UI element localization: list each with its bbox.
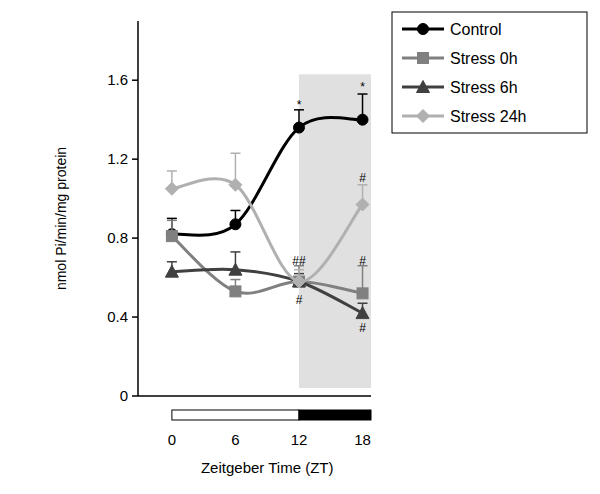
y-tick	[132, 316, 138, 318]
x-tick-label: 12	[291, 431, 308, 448]
y-tick-label: 0	[120, 387, 128, 404]
error-cap	[167, 261, 177, 263]
x-axis-label: Zeitgeber Time (ZT)	[201, 459, 334, 476]
plot-area	[165, 94, 369, 319]
point	[229, 178, 242, 191]
legend-label: Stress 24h	[450, 108, 526, 125]
chart: 0 0.4 0.8 1.2 1.6 0 6 12 18 Zeitgeber Time (ZT) nm…	[0, 0, 600, 494]
x-axis	[138, 395, 371, 397]
series-line	[172, 269, 363, 313]
error-cap	[230, 152, 240, 154]
legend: Control Stress 0h Stress 6h Stress 24h	[392, 12, 587, 133]
point	[292, 275, 305, 287]
point	[229, 263, 242, 275]
error-cap	[230, 251, 240, 253]
x-tick-label: 6	[231, 431, 239, 448]
point	[357, 114, 368, 125]
annotation: *	[360, 80, 365, 94]
x-tick-label: 18	[354, 431, 371, 448]
point	[357, 288, 368, 299]
error-cap	[167, 220, 177, 222]
point	[356, 307, 369, 319]
error-cap	[294, 269, 304, 271]
legend-marker	[417, 110, 430, 123]
point	[166, 231, 177, 242]
series-line	[172, 236, 363, 293]
y-tick	[132, 395, 138, 397]
y-tick-label: 1.6	[107, 71, 128, 88]
error-cap	[167, 170, 177, 172]
annotation: #	[296, 293, 303, 307]
point	[293, 122, 304, 133]
error-cap	[167, 218, 177, 220]
annotation: ##	[292, 254, 306, 268]
error-cap	[230, 279, 240, 281]
point	[230, 286, 241, 297]
legend-label: Control	[450, 21, 502, 38]
series-line	[172, 179, 363, 282]
y-axis-label: nmol Pi/min/mg protein	[53, 147, 69, 290]
light-phase-bar	[172, 410, 299, 420]
y-tick	[132, 79, 138, 81]
x-tick-label: 0	[168, 431, 176, 448]
series-3	[165, 153, 369, 288]
point	[356, 198, 369, 211]
y-tick	[132, 158, 138, 160]
y-tick-label: 0.4	[107, 308, 128, 325]
y-axis	[137, 21, 139, 396]
legend-marker	[417, 81, 430, 93]
legend-marker	[418, 53, 429, 64]
legend-marker	[418, 24, 429, 35]
y-tick-label: 1.2	[107, 150, 128, 167]
point	[165, 265, 178, 277]
point	[230, 219, 241, 230]
legend-box	[392, 12, 587, 133]
y-tick	[132, 237, 138, 239]
dark-phase-bar	[299, 410, 371, 420]
series-2	[165, 252, 369, 319]
point	[165, 182, 178, 195]
error-cap	[230, 210, 240, 212]
series-1	[166, 220, 368, 299]
annotation: *	[297, 98, 302, 112]
point	[293, 276, 304, 287]
error-cap	[358, 302, 368, 304]
annotation: #	[359, 254, 366, 268]
legend-label: Stress 6h	[450, 79, 518, 96]
legend-label: Stress 0h	[450, 50, 518, 67]
series-line	[172, 118, 363, 236]
annotation: #	[359, 321, 366, 335]
series-0	[166, 94, 368, 240]
annotation: #	[359, 171, 366, 185]
point	[292, 275, 305, 288]
y-tick-label: 0.8	[107, 229, 128, 246]
